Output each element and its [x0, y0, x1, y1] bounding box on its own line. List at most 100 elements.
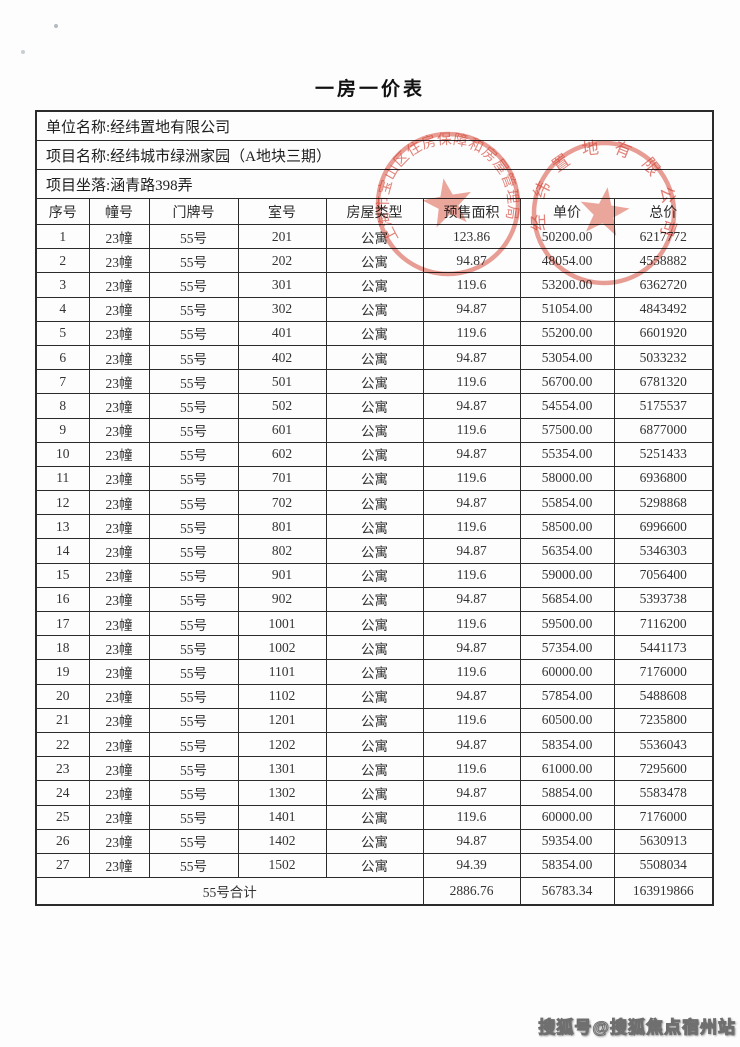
total-price: 163919866 — [613, 877, 714, 906]
table-cell: 55号 — [148, 490, 239, 516]
table-cell: 23幢 — [88, 635, 150, 661]
table-cell: 119.6 — [422, 465, 521, 492]
table-cell: 5508034 — [613, 852, 714, 879]
table-row: 6 23幢 55号 402 公寓 94.87 53054.00 5033232 — [35, 344, 714, 371]
table-cell: 94.87 — [422, 393, 521, 419]
table-cell: 公寓 — [325, 780, 424, 806]
table-cell: 23幢 — [88, 514, 150, 540]
table-cell: 26 — [35, 828, 90, 854]
table-cell: 1102 — [237, 683, 327, 709]
table-cell: 60500.00 — [519, 707, 615, 733]
table-cell: 119.6 — [422, 610, 521, 637]
table-cell: 94.39 — [422, 852, 521, 879]
table-cell: 23幢 — [88, 804, 150, 830]
table-cell: 55号 — [148, 852, 239, 879]
table-cell: 6362720 — [613, 272, 714, 298]
table-cell: 公寓 — [325, 320, 424, 346]
table-cell: 6781320 — [613, 369, 714, 395]
table-cell: 23幢 — [88, 223, 150, 250]
table-cell: 23幢 — [88, 417, 150, 443]
table-cell: 58854.00 — [519, 780, 615, 806]
table-cell: 94.87 — [422, 635, 521, 661]
table-cell: 公寓 — [325, 683, 424, 709]
table-cell: 58000.00 — [519, 465, 615, 492]
table-cell: 7 — [35, 369, 90, 395]
table-cell: 58500.00 — [519, 514, 615, 540]
table-cell: 公寓 — [325, 635, 424, 661]
table-cell: 6601920 — [613, 320, 714, 346]
table-cell: 55号 — [148, 804, 239, 830]
table-cell: 59500.00 — [519, 610, 615, 637]
info-row-project-location: 项目坐落:涵青路398弄 — [35, 169, 714, 199]
table-cell: 公寓 — [325, 586, 424, 613]
table-cell: 94.87 — [422, 586, 521, 613]
table-cell: 301 — [237, 272, 327, 298]
table-cell: 55号 — [148, 586, 239, 613]
table-cell: 23幢 — [88, 659, 150, 685]
table-cell: 56854.00 — [519, 586, 615, 613]
table-row: 14 23幢 55号 802 公寓 94.87 56354.00 5346303 — [35, 538, 714, 564]
total-unit-price: 56783.34 — [519, 877, 615, 906]
table-cell: 公寓 — [325, 538, 424, 564]
table-cell: 7176000 — [613, 804, 714, 830]
table-cell: 10 — [35, 441, 90, 467]
info-row-unit-name: 单位名称:经纬置地有限公司 — [35, 110, 714, 141]
table-cell: 23幢 — [88, 707, 150, 733]
table-cell: 57354.00 — [519, 635, 615, 661]
table-cell: 802 — [237, 538, 327, 564]
table-cell: 119.6 — [422, 756, 521, 782]
table-cell: 6877000 — [613, 417, 714, 443]
table-cell: 16 — [35, 586, 90, 613]
table-cell: 58354.00 — [519, 731, 615, 758]
table-cell: 1202 — [237, 731, 327, 758]
table-cell: 55354.00 — [519, 441, 615, 467]
table-row: 25 23幢 55号 1401 公寓 119.6 60000.00 7176000 — [35, 804, 714, 830]
table-row: 12 23幢 55号 702 公寓 94.87 55854.00 5298868 — [35, 490, 714, 516]
table-cell: 55号 — [148, 223, 239, 250]
table-cell: 18 — [35, 635, 90, 661]
table-cell: 55号 — [148, 659, 239, 685]
table-cell: 119.6 — [422, 320, 521, 346]
table-row: 20 23幢 55号 1102 公寓 94.87 57854.00 5488608 — [35, 683, 714, 709]
table-cell: 7295600 — [613, 756, 714, 782]
table-total-row: 55号合计 2886.76 56783.34 163919866 — [35, 877, 714, 906]
table-cell: 20 — [35, 683, 90, 709]
table-cell: 公寓 — [325, 465, 424, 492]
table-cell: 1302 — [237, 780, 327, 806]
table-cell: 23幢 — [88, 538, 150, 564]
table-cell: 55号 — [148, 828, 239, 854]
table-cell: 2 — [35, 248, 90, 274]
table-cell: 55号 — [148, 562, 239, 588]
table-cell: 11 — [35, 465, 90, 492]
table-cell: 9 — [35, 417, 90, 443]
table-cell: 17 — [35, 610, 90, 637]
table-cell: 123.86 — [422, 223, 521, 250]
table-cell: 公寓 — [325, 344, 424, 371]
table-row: 11 23幢 55号 701 公寓 119.6 58000.00 6936800 — [35, 465, 714, 492]
table-cell: 55号 — [148, 393, 239, 419]
table-cell: 公寓 — [325, 369, 424, 395]
table-cell: 119.6 — [422, 707, 521, 733]
table-cell: 302 — [237, 296, 327, 322]
table-cell: 5393738 — [613, 586, 714, 613]
table-cell: 公寓 — [325, 514, 424, 540]
table-cell: 119.6 — [422, 562, 521, 588]
table-cell: 59000.00 — [519, 562, 615, 588]
table-cell: 公寓 — [325, 804, 424, 830]
table-cell: 23幢 — [88, 369, 150, 395]
table-cell: 公寓 — [325, 441, 424, 467]
table-cell: 23幢 — [88, 344, 150, 371]
table-cell: 12 — [35, 490, 90, 516]
table-cell: 119.6 — [422, 369, 521, 395]
table-cell: 94.87 — [422, 344, 521, 371]
table-cell: 94.87 — [422, 248, 521, 274]
table-row: 13 23幢 55号 801 公寓 119.6 58500.00 6996600 — [35, 514, 714, 540]
table-row: 27 23幢 55号 1502 公寓 94.39 58354.00 5508034 — [35, 852, 714, 879]
table-cell: 公寓 — [325, 659, 424, 685]
table-cell: 201 — [237, 223, 327, 250]
table-cell: 公寓 — [325, 828, 424, 854]
table-cell: 55号 — [148, 538, 239, 564]
table-cell: 602 — [237, 441, 327, 467]
table-row: 4 23幢 55号 302 公寓 94.87 51054.00 4843492 — [35, 296, 714, 322]
table-cell: 公寓 — [325, 852, 424, 879]
